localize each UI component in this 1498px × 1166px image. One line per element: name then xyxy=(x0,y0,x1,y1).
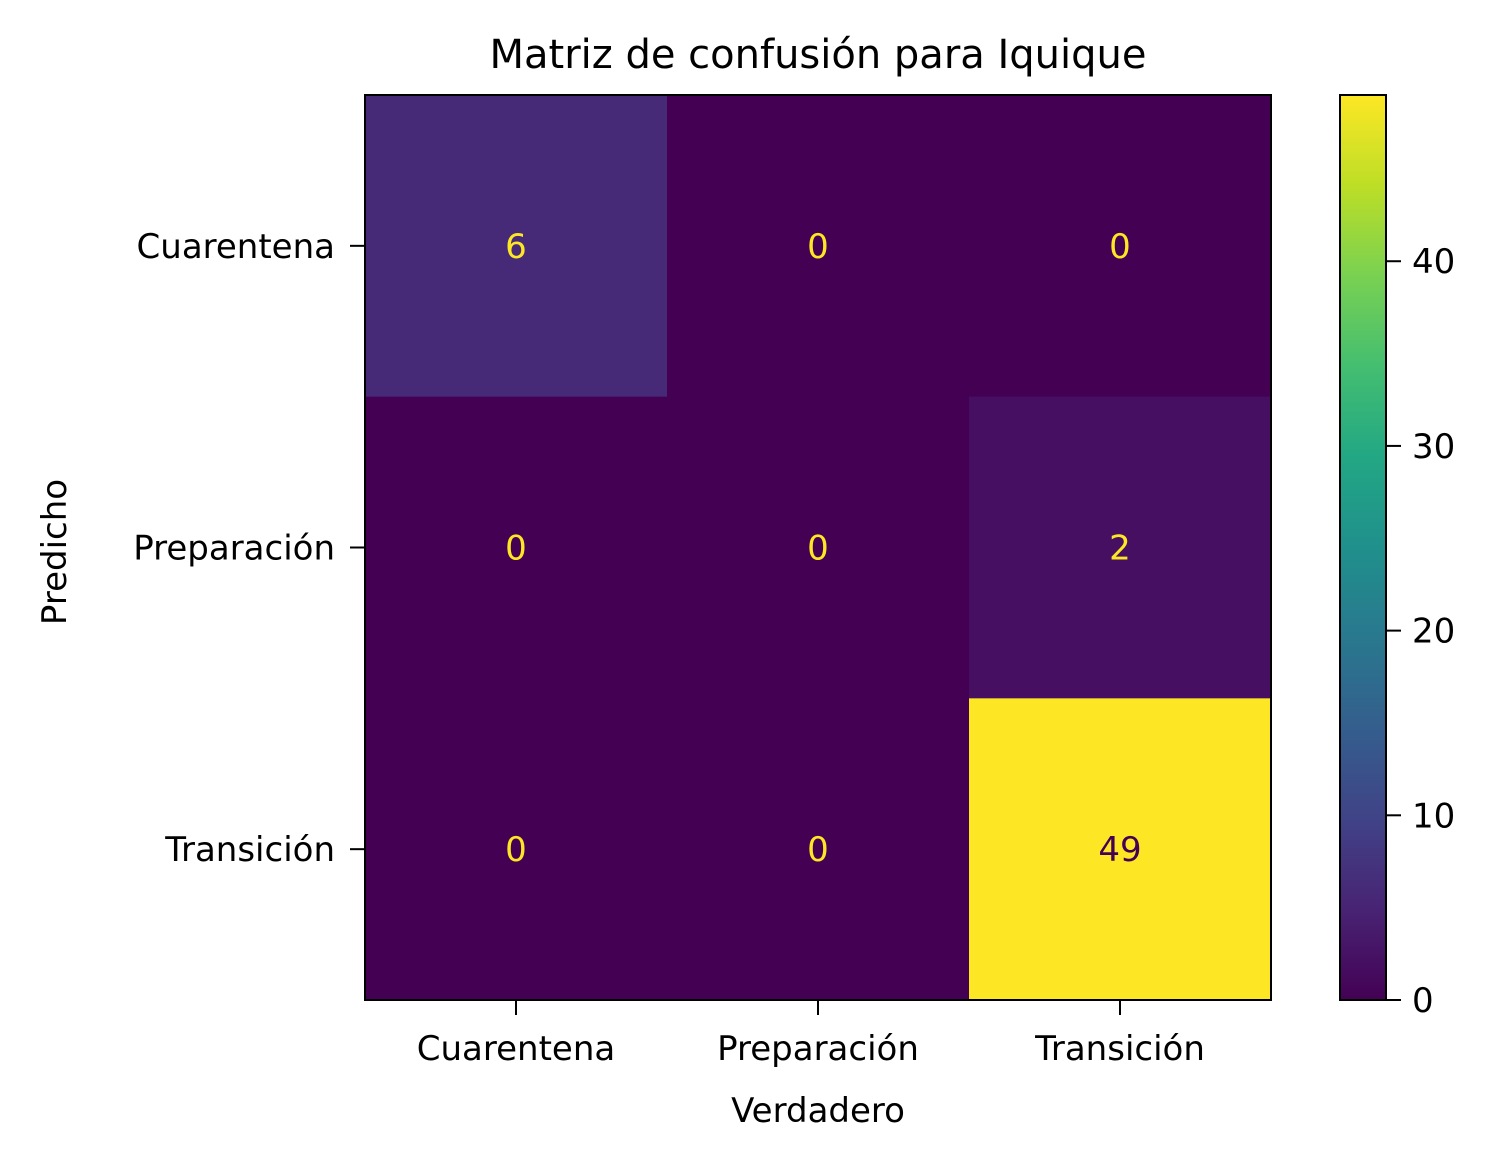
chart-title: Matriz de confusión para Iquique xyxy=(489,32,1146,78)
matrix-cell-labels: 6 0 0 0 0 2 0 0 49 xyxy=(505,227,1141,870)
x-tick-label: Transición xyxy=(1034,1029,1205,1069)
matrix-cell xyxy=(969,396,1272,699)
matrix-cell xyxy=(667,95,970,398)
matrix-cell-value: 0 xyxy=(807,227,829,267)
matrix-cell-value: 0 xyxy=(505,529,527,569)
matrix-cell-value: 0 xyxy=(807,830,829,870)
colorbar xyxy=(1339,94,1387,1001)
y-tick-label: Preparación xyxy=(133,529,335,569)
matrix-cell-value: 0 xyxy=(505,830,527,870)
y-axis-ticks: Cuarentena Preparación Transición xyxy=(133,227,365,870)
matrix-cell-value: 0 xyxy=(807,529,829,569)
matrix-cell xyxy=(667,698,970,1001)
colorbar-tick-label: 30 xyxy=(1412,427,1455,467)
matrix-cell xyxy=(365,698,668,1001)
y-tick-label: Cuarentena xyxy=(137,227,335,267)
matrix-cell xyxy=(365,396,668,699)
x-tick-label: Preparación xyxy=(717,1029,919,1069)
x-axis-label: Verdadero xyxy=(731,1091,905,1131)
matrix-cells xyxy=(365,95,1272,1001)
matrix-cell-value: 6 xyxy=(505,227,527,267)
colorbar-tick-label: 20 xyxy=(1412,612,1455,652)
y-axis-label: Predicho xyxy=(35,479,75,625)
matrix-cell-value: 0 xyxy=(1109,227,1131,267)
matrix-cell xyxy=(969,698,1272,1001)
x-tick-label: Cuarentena xyxy=(417,1029,615,1069)
matrix-cell xyxy=(365,95,668,398)
y-tick-label: Transición xyxy=(164,830,335,870)
x-axis-ticks: Cuarentena Preparación Transición xyxy=(417,1000,1205,1069)
matrix-cell-value: 2 xyxy=(1109,529,1131,569)
matrix-cell xyxy=(969,95,1272,398)
colorbar-tick-label: 40 xyxy=(1412,242,1455,282)
colorbar-tick-label: 10 xyxy=(1412,796,1455,836)
matrix-cell-value: 49 xyxy=(1098,830,1141,870)
colorbar-ticks: 0 10 20 30 40 xyxy=(1386,242,1455,1021)
colorbar-tick-label: 0 xyxy=(1412,981,1434,1021)
matrix-cell xyxy=(667,396,970,699)
